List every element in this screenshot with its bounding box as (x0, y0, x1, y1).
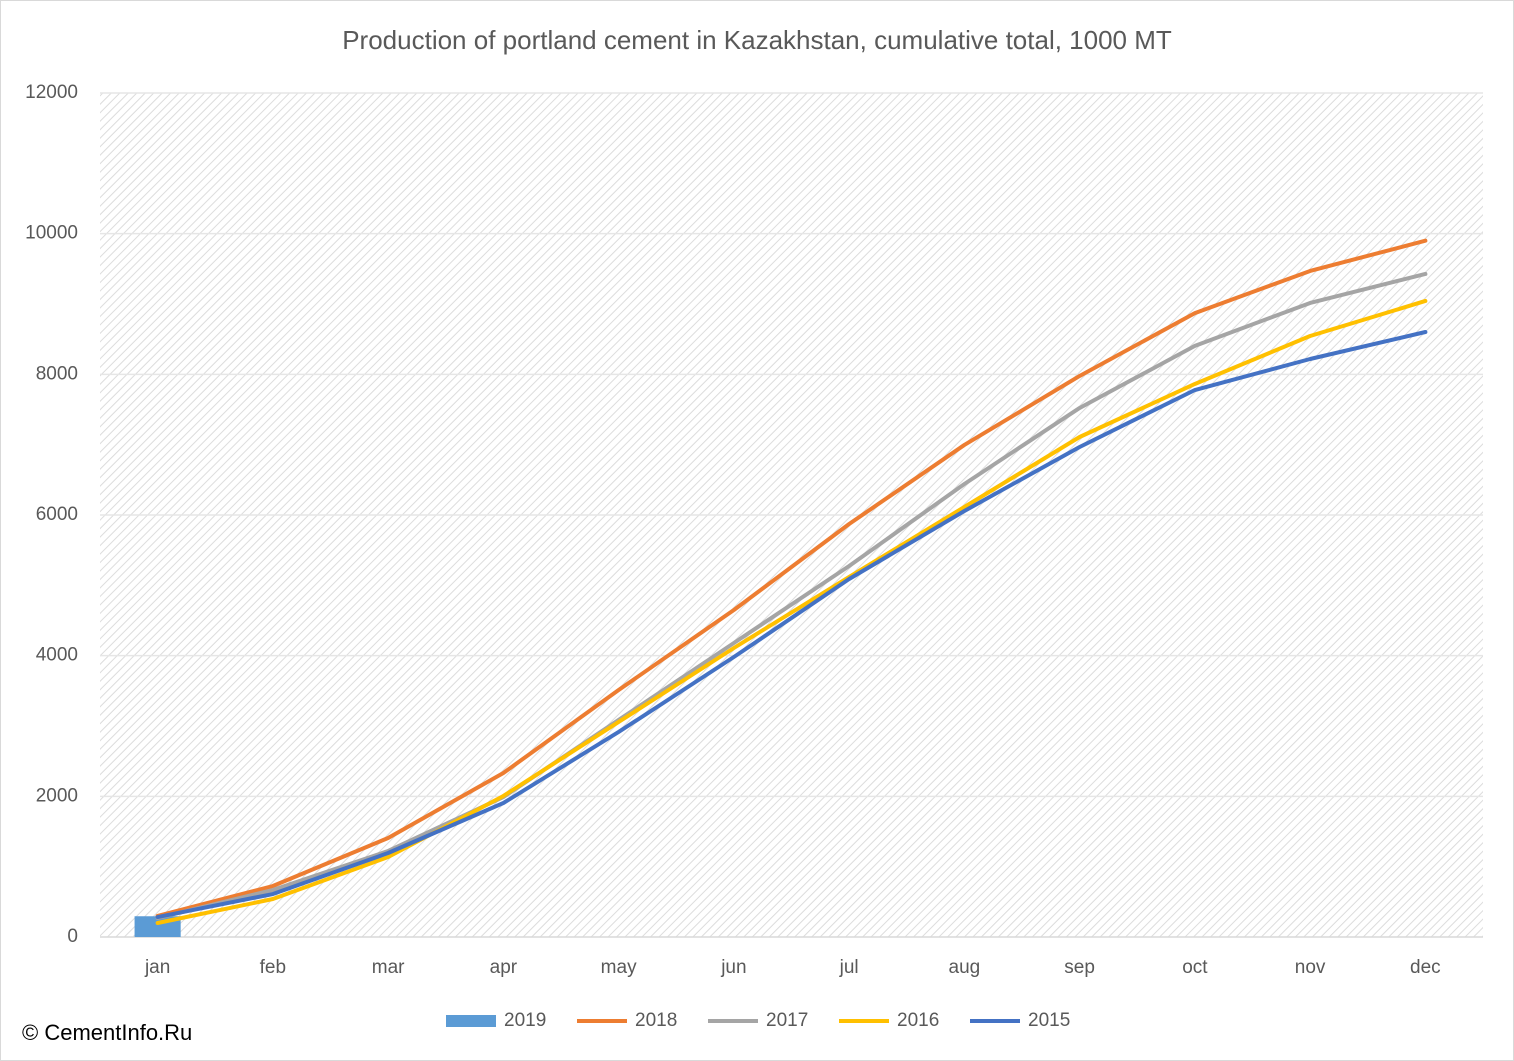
legend-label: 2015 (1028, 1010, 1070, 1031)
legend-swatch (446, 1015, 496, 1027)
y-tick-label: 8000 (36, 363, 78, 384)
x-tick-label: may (601, 957, 637, 978)
x-tick-label: oct (1182, 957, 1208, 978)
x-tick-label: apr (490, 957, 518, 978)
legend-label: 2018 (635, 1010, 677, 1031)
x-tick-label: jan (144, 957, 170, 978)
line (155, 298, 1428, 926)
x-tick-label: feb (260, 957, 286, 978)
y-tick-label: 2000 (36, 785, 78, 806)
legend-label: 2019 (504, 1010, 546, 1031)
line (155, 238, 1428, 918)
y-tick-label: 10000 (25, 223, 78, 244)
chart-title: Production of portland cement in Kazakhs… (342, 25, 1172, 55)
line (155, 329, 1428, 920)
line (155, 271, 1428, 921)
y-tick-label: 6000 (36, 504, 78, 525)
watermark: © CementInfo.Ru (22, 1020, 192, 1045)
x-tick-label: mar (372, 957, 405, 978)
y-tick-label: 12000 (25, 82, 78, 103)
x-tick-label: dec (1410, 957, 1441, 978)
y-tick-label: 4000 (36, 645, 78, 666)
y-tick-label: 0 (67, 926, 78, 947)
x-tick-label: jul (839, 957, 859, 978)
x-tick-label: nov (1295, 957, 1326, 978)
x-tick-label: sep (1064, 957, 1095, 978)
x-tick-label: aug (949, 957, 981, 978)
legend-label: 2016 (897, 1010, 939, 1031)
legend-label: 2017 (766, 1010, 808, 1031)
x-tick-label: jun (720, 957, 746, 978)
